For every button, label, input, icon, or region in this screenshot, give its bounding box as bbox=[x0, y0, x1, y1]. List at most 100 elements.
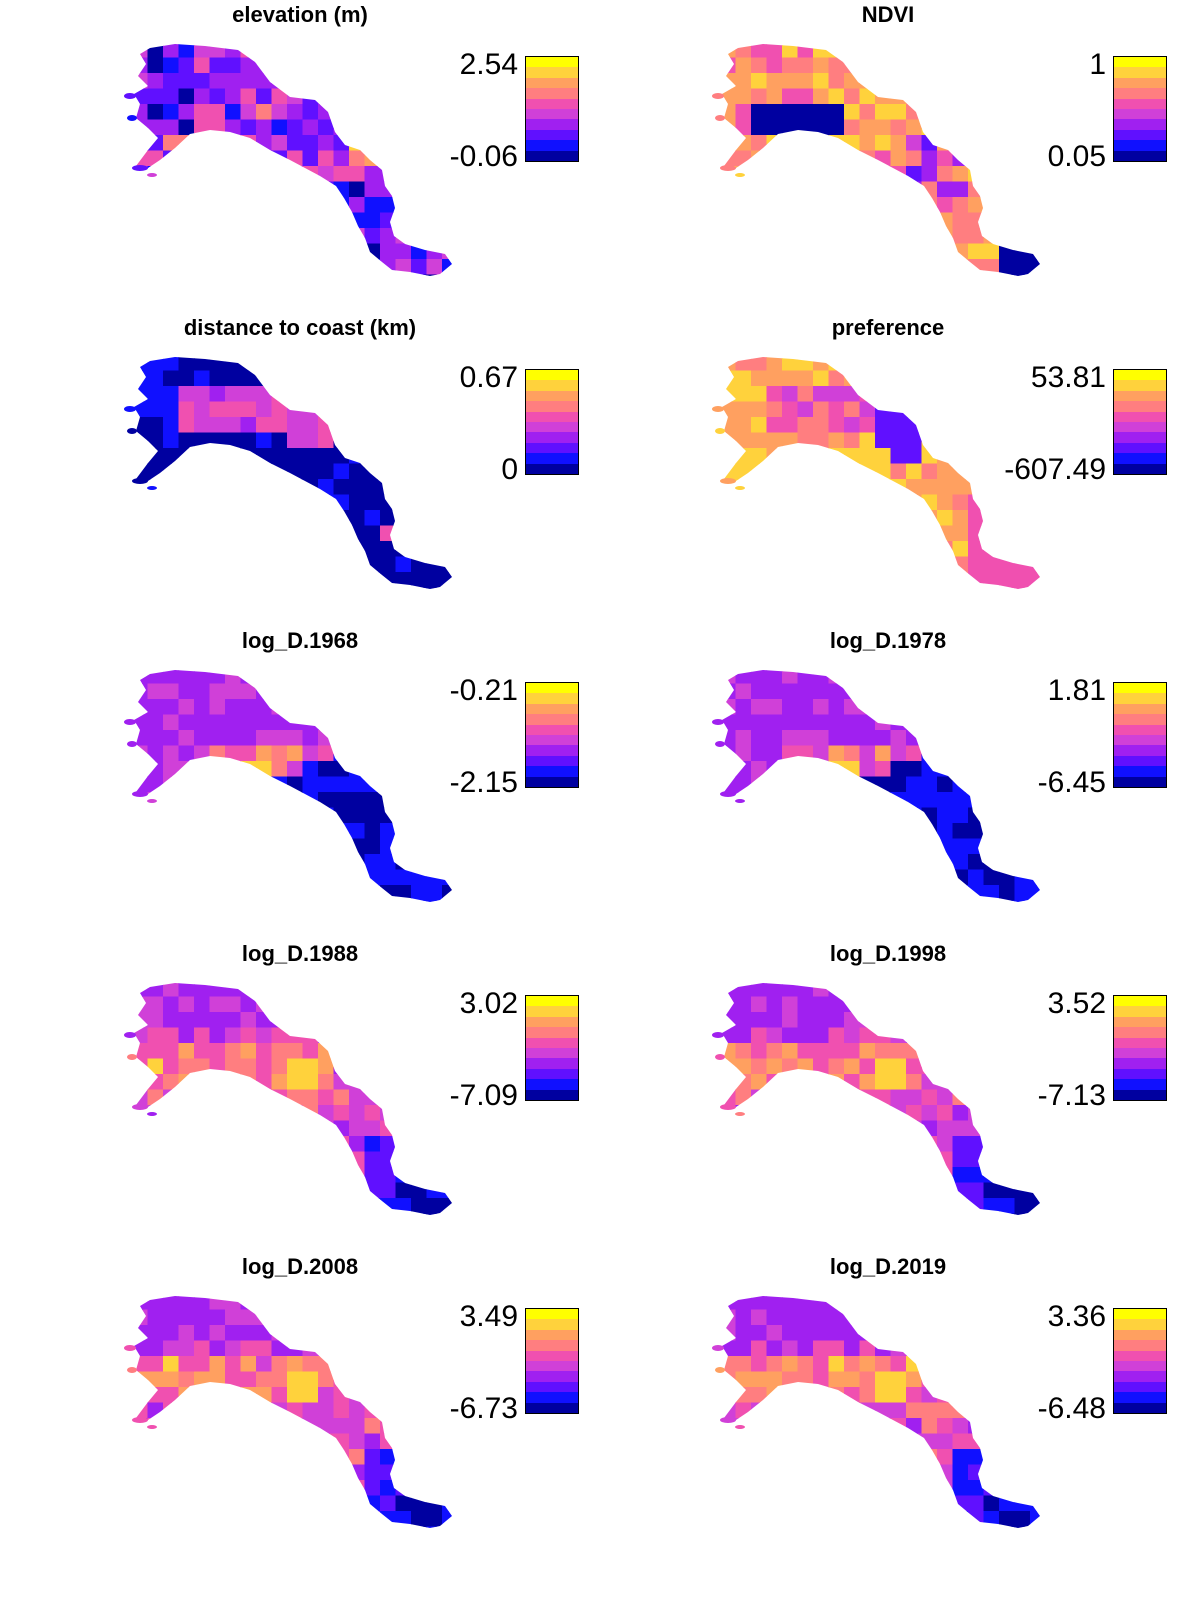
raster-cell bbox=[735, 1387, 752, 1404]
raster-cell bbox=[999, 525, 1016, 542]
raster-cell bbox=[906, 150, 923, 167]
raster-cell bbox=[1030, 1043, 1040, 1060]
raster-cell bbox=[209, 228, 226, 245]
raster-cell bbox=[333, 1511, 350, 1528]
raster-cell bbox=[395, 776, 412, 793]
raster-cell bbox=[333, 357, 350, 372]
raster-cell bbox=[333, 1089, 350, 1106]
raster-cell bbox=[318, 730, 335, 747]
raster-cell bbox=[828, 838, 845, 855]
raster-cell bbox=[797, 1418, 814, 1435]
raster-cell bbox=[395, 1418, 412, 1435]
raster-cell bbox=[225, 1167, 242, 1184]
raster-cell bbox=[411, 494, 428, 511]
raster-cell bbox=[859, 243, 876, 260]
raster-cell bbox=[844, 463, 861, 480]
raster-cell bbox=[1014, 386, 1031, 403]
raster-cell bbox=[225, 572, 242, 589]
raster-cell bbox=[797, 1105, 814, 1122]
raster-cell bbox=[395, 1136, 412, 1153]
legend-band bbox=[526, 1329, 578, 1341]
raster-cell bbox=[890, 243, 907, 260]
raster-cell bbox=[766, 57, 783, 74]
raster-cell bbox=[1014, 1449, 1031, 1466]
raster-cell bbox=[859, 683, 876, 700]
raster-cell bbox=[906, 1043, 923, 1060]
raster-cell bbox=[999, 699, 1016, 716]
raster-cell bbox=[937, 900, 954, 902]
raster-cell bbox=[890, 401, 907, 418]
raster-cell bbox=[1030, 88, 1040, 105]
raster-cell bbox=[395, 525, 412, 542]
legend-band bbox=[1114, 1037, 1166, 1048]
raster-cell bbox=[395, 1340, 412, 1357]
raster-cell bbox=[1046, 197, 1062, 213]
raster-cell bbox=[364, 823, 381, 840]
raster-cell bbox=[1014, 1418, 1031, 1435]
raster-cell bbox=[937, 197, 954, 214]
raster-cell bbox=[844, 572, 861, 589]
raster-cell bbox=[844, 838, 861, 855]
raster-cell bbox=[225, 1027, 242, 1044]
raster-cell bbox=[722, 587, 737, 589]
raster-cell bbox=[287, 1433, 304, 1450]
raster-cell bbox=[859, 181, 876, 198]
raster-cell bbox=[875, 1356, 892, 1373]
raster-cell bbox=[813, 714, 830, 731]
raster-cell bbox=[240, 699, 257, 716]
raster-cell bbox=[937, 1074, 954, 1091]
raster-cell bbox=[411, 212, 428, 229]
raster-cell bbox=[333, 885, 350, 902]
raster-cell bbox=[395, 1058, 412, 1075]
raster-cell bbox=[163, 259, 180, 276]
raster-cell bbox=[735, 448, 752, 465]
raster-cell bbox=[999, 57, 1016, 74]
raster-cell bbox=[364, 699, 381, 716]
raster-cell bbox=[859, 556, 876, 573]
raster-cell bbox=[287, 1089, 304, 1106]
raster-cell bbox=[983, 119, 1000, 136]
raster-cell bbox=[458, 588, 474, 604]
raster-cell bbox=[859, 1027, 876, 1044]
raster-cell bbox=[380, 792, 397, 809]
raster-cell bbox=[999, 838, 1016, 855]
raster-cell bbox=[147, 370, 164, 387]
raster-cell bbox=[442, 494, 452, 511]
raster-cell bbox=[797, 996, 814, 1013]
raster-cell bbox=[1030, 119, 1040, 136]
raster-cell bbox=[844, 510, 861, 527]
raster-cell bbox=[395, 494, 412, 511]
raster-cell bbox=[134, 1309, 149, 1326]
raster-cell bbox=[952, 197, 969, 214]
raster-cell bbox=[209, 869, 226, 886]
raster-cell bbox=[813, 1402, 830, 1419]
raster-cell bbox=[813, 1356, 830, 1373]
raster-cell bbox=[1046, 588, 1062, 604]
raster-cell bbox=[1030, 1167, 1040, 1184]
raster-cell bbox=[751, 432, 768, 449]
raster-cell bbox=[442, 556, 452, 573]
raster-cell bbox=[411, 1325, 428, 1342]
raster-cell bbox=[318, 776, 335, 793]
raster-cell bbox=[968, 1198, 985, 1215]
raster-cell bbox=[134, 1511, 149, 1528]
raster-cell bbox=[395, 1182, 412, 1199]
raster-cell bbox=[225, 983, 242, 998]
raster-cell bbox=[1014, 1058, 1031, 1075]
raster-cell bbox=[442, 1120, 452, 1137]
raster-cell bbox=[766, 494, 783, 511]
raster-cell bbox=[797, 1074, 814, 1091]
raster-cell bbox=[271, 1182, 288, 1199]
raster-cell bbox=[442, 119, 452, 136]
raster-cell bbox=[458, 557, 474, 573]
raster-cell bbox=[968, 699, 985, 716]
raster-cell bbox=[287, 1371, 304, 1388]
raster-cell bbox=[395, 135, 412, 152]
raster-cell bbox=[722, 1136, 737, 1153]
raster-cell bbox=[983, 1198, 1000, 1215]
raster-cell bbox=[426, 1074, 443, 1091]
raster-cell bbox=[952, 181, 969, 198]
raster-cell bbox=[380, 44, 397, 59]
raster-cell bbox=[194, 1151, 211, 1168]
raster-cell bbox=[921, 1480, 938, 1497]
